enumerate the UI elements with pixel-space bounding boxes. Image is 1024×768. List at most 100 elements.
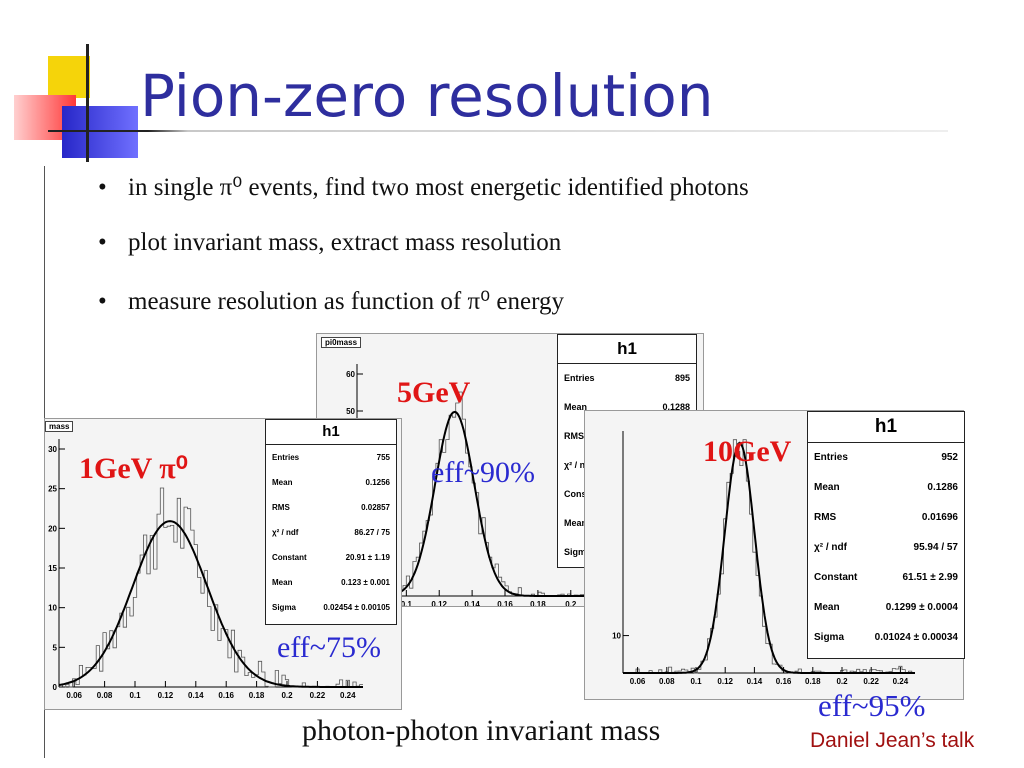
- stats-row: Constant 20.91 ± 1.19: [266, 545, 396, 570]
- stats-key: χ² / ndf: [564, 460, 594, 470]
- stats-value: 755: [376, 453, 390, 462]
- bullet-text: measure resolution as function of π⁰ ene…: [128, 288, 564, 315]
- y-tick-label: 25: [48, 485, 57, 494]
- x-tick-label: 0.14: [464, 600, 480, 606]
- x-tick-label: 0.2: [836, 677, 848, 686]
- x-tick-label: 0.16: [776, 677, 792, 686]
- x-tick-label: 0.2: [281, 691, 293, 700]
- gaussian-fit: [623, 441, 915, 674]
- stats-value: 0.02454 ± 0.00105: [323, 603, 390, 612]
- stats-key: Mean: [272, 478, 293, 487]
- stats-key: Mean: [272, 578, 293, 587]
- stats-key: Sigma: [814, 632, 845, 643]
- stats-row: Entries 755: [266, 445, 396, 470]
- x-tick-label: 0.12: [158, 691, 174, 700]
- x-tick-label: 0.1: [690, 677, 702, 686]
- stats-rows: Entries 952 Mean 0.1286 RMS 0.01696 χ² / ndf 95…: [808, 443, 964, 653]
- stats-row: Sigma 0.02454 ± 0.00105: [266, 595, 396, 620]
- stats-key: RMS: [814, 512, 837, 523]
- figure-caption: photon-photon invariant mass: [302, 714, 661, 747]
- x-tick-label: 0.16: [497, 600, 513, 606]
- x-tick-label: 0.18: [530, 600, 546, 606]
- slide-title: Pion-zero resolution: [140, 62, 714, 130]
- stats-row: Mean 0.1299 ± 0.0004: [808, 593, 964, 623]
- stats-key: Constant: [564, 480, 603, 509]
- stats-row: Constant 61.51 ± 2.99: [808, 563, 964, 593]
- stats-value: 952: [941, 452, 958, 463]
- stats-rows: Entries 755 Mean 0.1256 RMS 0.02857 χ² / ndf 86…: [266, 445, 396, 620]
- stats-value: 0.01024 ± 0.00034: [874, 632, 958, 643]
- stats-key: Mean: [564, 402, 588, 412]
- bullet-text: plot invariant mass, extract mass resolu…: [128, 229, 562, 256]
- efficiency-label: eff~75%: [277, 631, 381, 664]
- stats-key: Mean: [814, 602, 840, 613]
- x-tick-label: 0.1: [129, 691, 141, 700]
- plot-1gev: mass 0.06 0.08 0.1 0.12 0.14 0.16 0.18 0.2 0.22 0…: [44, 418, 402, 710]
- stats-key: χ² / ndf: [272, 528, 299, 537]
- stats-row: Mean 0.1256: [266, 470, 396, 495]
- plot-10gev: 0.06 0.08 0.1 0.12 0.14 0.16 0.18 0.2 0.22 0.24 10…: [584, 410, 965, 700]
- stats-row: Sigma 0.01024 ± 0.00034: [808, 623, 964, 653]
- hist-name: pi0mass: [321, 337, 362, 348]
- stats-key: Constant: [814, 572, 858, 583]
- x-tick-label: 0.22: [310, 691, 326, 700]
- logo-horizontal-line: [48, 130, 948, 132]
- credit-text: Daniel Jean’s talk: [810, 729, 975, 752]
- y-tick-label: 10: [48, 604, 57, 613]
- y-tick-label: 30: [48, 445, 57, 454]
- x-tick-label: 0.12: [717, 677, 733, 686]
- logo-yellow-square: [48, 56, 90, 98]
- y-tick-label: 15: [48, 564, 57, 573]
- stats-key: Constant: [272, 553, 307, 562]
- stats-row: Mean 0.1288: [558, 393, 696, 422]
- stats-row: χ² / ndf 95.94 / 57: [808, 533, 964, 563]
- plot-1gev-svg: 0.06 0.08 0.1 0.12 0.14 0.16 0.18 0.2 0.22 0.24 0 5…: [48, 439, 363, 700]
- stats-value: 95.94 / 57: [913, 542, 958, 553]
- efficiency-label-10gev: eff~95%: [818, 688, 926, 723]
- x-tick-label: 0.18: [805, 677, 821, 686]
- stats-key: Mean: [564, 518, 588, 528]
- y-tick-label: 5: [53, 643, 58, 652]
- stats-value: 61.51 ± 2.99: [902, 572, 958, 583]
- stats-header: h1: [558, 335, 696, 364]
- stats-value: 0.123 ± 0.001: [341, 578, 390, 587]
- x-tick-label: 0.22: [863, 677, 879, 686]
- x-tick-label: 0.2: [565, 600, 577, 606]
- x-tick-label: 0.16: [218, 691, 234, 700]
- stats-value: 0.02857: [361, 503, 390, 512]
- y-tick-label: 50: [346, 407, 355, 416]
- stats-row: RMS 0.02857: [266, 495, 396, 520]
- stats-header: h1: [808, 412, 964, 443]
- stats-box: h1 Entries 952 Mean 0.1286 RMS 0.01696 χ² / nd…: [807, 411, 965, 659]
- x-tick-label: 0.06: [66, 691, 82, 700]
- slide-logo: [0, 0, 948, 165]
- x-tick-label: 0.06: [630, 677, 646, 686]
- stats-value: 0.1288: [662, 402, 690, 412]
- y-tick-label: 0: [53, 683, 58, 692]
- logo-vertical-line: [86, 44, 89, 162]
- hist-name: mass: [45, 421, 74, 432]
- y-tick-label: 10: [612, 632, 621, 641]
- stats-key: χ² / ndf: [814, 542, 847, 553]
- stats-row: Entries 952: [808, 443, 964, 473]
- stats-value: 20.91 ± 1.19: [345, 553, 390, 562]
- gaussian-fit: [58, 520, 363, 688]
- stats-key: Mean: [814, 482, 840, 493]
- x-tick-label: 0.18: [249, 691, 265, 700]
- stats-key: Entries: [814, 452, 848, 463]
- stats-key: Sigma: [564, 547, 592, 557]
- x-tick-label: 0.24: [893, 677, 909, 686]
- stats-row: χ² / ndf 86.27 / 75: [266, 520, 396, 545]
- stats-value: 0.01696: [921, 512, 958, 523]
- stats-value: 86.27 / 75: [354, 528, 390, 537]
- stats-header: h1: [266, 420, 396, 445]
- logo-blue-square: [62, 106, 138, 158]
- x-tick-label: 0.08: [97, 691, 113, 700]
- y-tick-label: 20: [48, 524, 57, 533]
- stats-row: Mean 0.1286: [808, 473, 964, 503]
- stats-key: Entries: [272, 453, 300, 462]
- stats-value: 895: [674, 373, 690, 383]
- y-tick-label: 60: [346, 370, 355, 379]
- stats-key: RMS: [272, 503, 290, 512]
- stats-row: Entries 895: [558, 364, 696, 393]
